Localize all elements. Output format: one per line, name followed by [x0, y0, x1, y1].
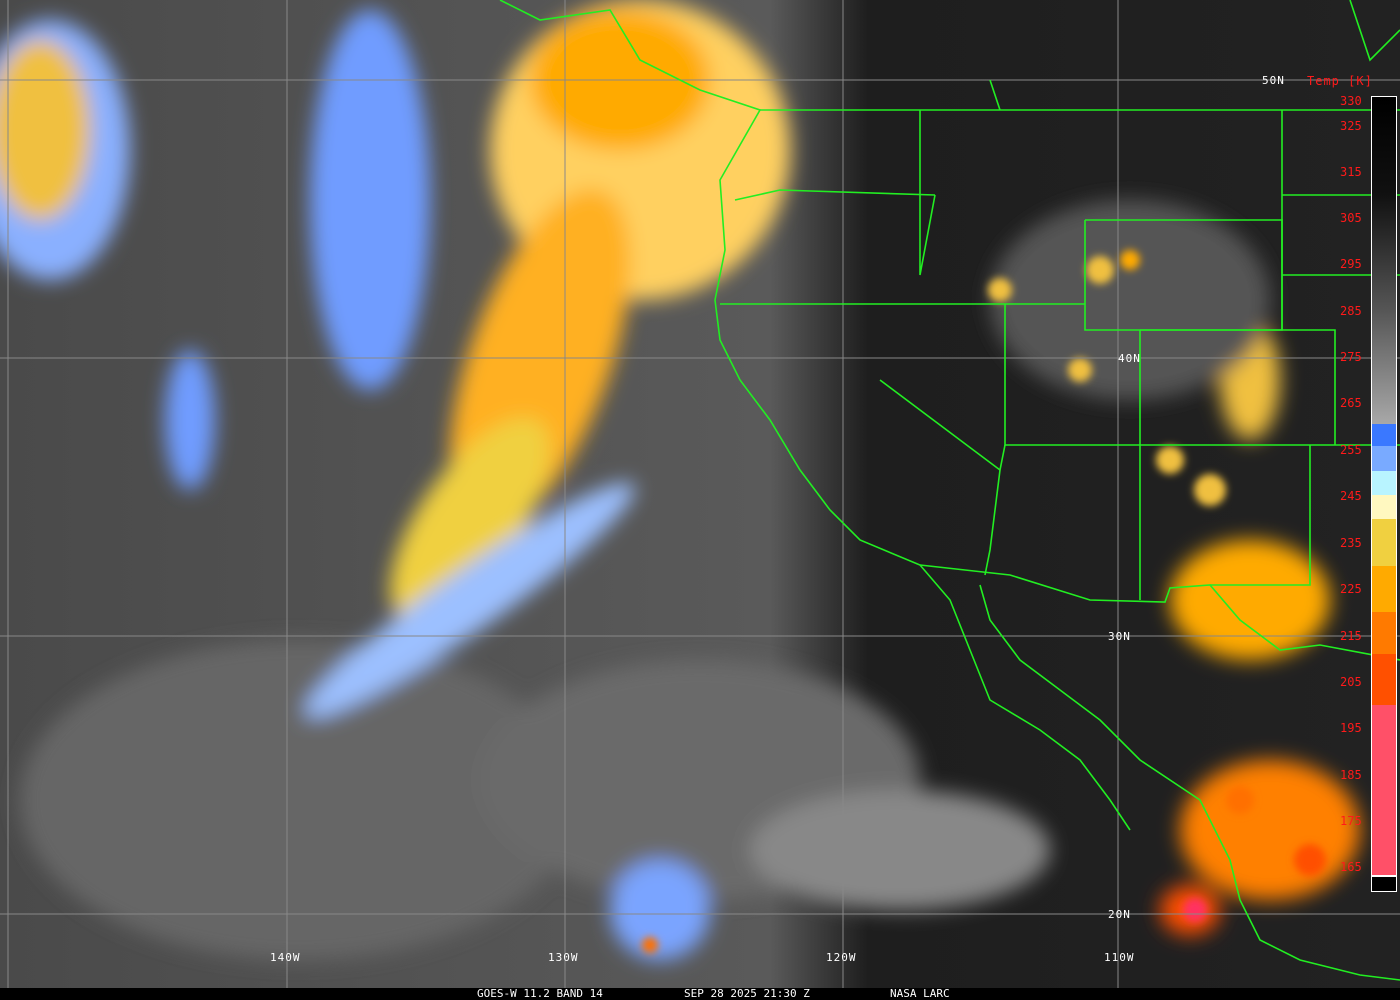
footer-caption: GOES-W 11.2 BAND 14 SEP 28 2025 21:30 Z …: [0, 988, 1400, 1000]
satellite-band-label: GOES-W 11.2 BAND 14: [477, 987, 603, 1000]
source-label: NASA LARC: [890, 987, 950, 1000]
colorbar-segment-gray: [1372, 97, 1396, 424]
colorbar-title: Temp [K]: [1307, 74, 1373, 88]
colorbar-tick-label: 275: [1340, 350, 1362, 364]
colorbar-segment-cream: [1372, 495, 1396, 519]
colorbar-tick-label: 245: [1340, 489, 1362, 503]
colorbar-tick-label: 325: [1340, 119, 1362, 133]
colorbar-tick-label: 215: [1340, 629, 1362, 643]
colorbar-segment-dark-orange: [1372, 612, 1396, 654]
colorbar-tick-label: 305: [1340, 211, 1362, 225]
lat-label-30n: 30N: [1108, 630, 1131, 643]
colorbar-segment-pale-cyan: [1372, 471, 1396, 495]
lon-label-130w: 130W: [548, 951, 579, 964]
lon-label-110w: 110W: [1104, 951, 1135, 964]
colorbar-tick-label: 235: [1340, 536, 1362, 550]
lat-label-40n: 40N: [1118, 352, 1141, 365]
colorbar-tick-label: 205: [1340, 675, 1362, 689]
political-boundaries: [499, 0, 1400, 981]
colorbar-segment-white: [1372, 875, 1396, 877]
temperature-colorbar: [1371, 96, 1397, 892]
colorbar-segment-yellow: [1372, 519, 1396, 566]
colorbar-segment-light-blue: [1372, 446, 1396, 471]
colorbar-tick-label: 225: [1340, 582, 1362, 596]
colorbar-tick-label: 255: [1340, 443, 1362, 457]
colorbar-tick-label: 185: [1340, 768, 1362, 782]
lat-label-50n: 50N: [1262, 74, 1285, 87]
convective-cells: [642, 250, 1326, 953]
colorbar-segment-orange: [1372, 566, 1396, 612]
datetime-label: SEP 28 2025 21:30 Z: [684, 987, 810, 1000]
colorbar-tick-label: 285: [1340, 304, 1362, 318]
colorbar-tick-label: 330: [1340, 94, 1362, 108]
colorbar-segment-blue: [1372, 424, 1396, 446]
colorbar-segment-red-orange: [1372, 654, 1396, 705]
lon-label-120w: 120W: [826, 951, 857, 964]
colorbar-segment-pink: [1372, 705, 1396, 875]
colorbar-tick-label: 295: [1340, 257, 1362, 271]
colorbar-tick-label: 265: [1340, 396, 1362, 410]
colorbar-tick-label: 175: [1340, 814, 1362, 828]
lon-label-140w: 140W: [270, 951, 301, 964]
cloud-features: [0, 0, 1360, 960]
lat-label-20n: 20N: [1108, 908, 1131, 921]
colorbar-tick-label: 315: [1340, 165, 1362, 179]
colorbar-tick-label: 195: [1340, 721, 1362, 735]
colorbar-tick-label: 165: [1340, 860, 1362, 874]
